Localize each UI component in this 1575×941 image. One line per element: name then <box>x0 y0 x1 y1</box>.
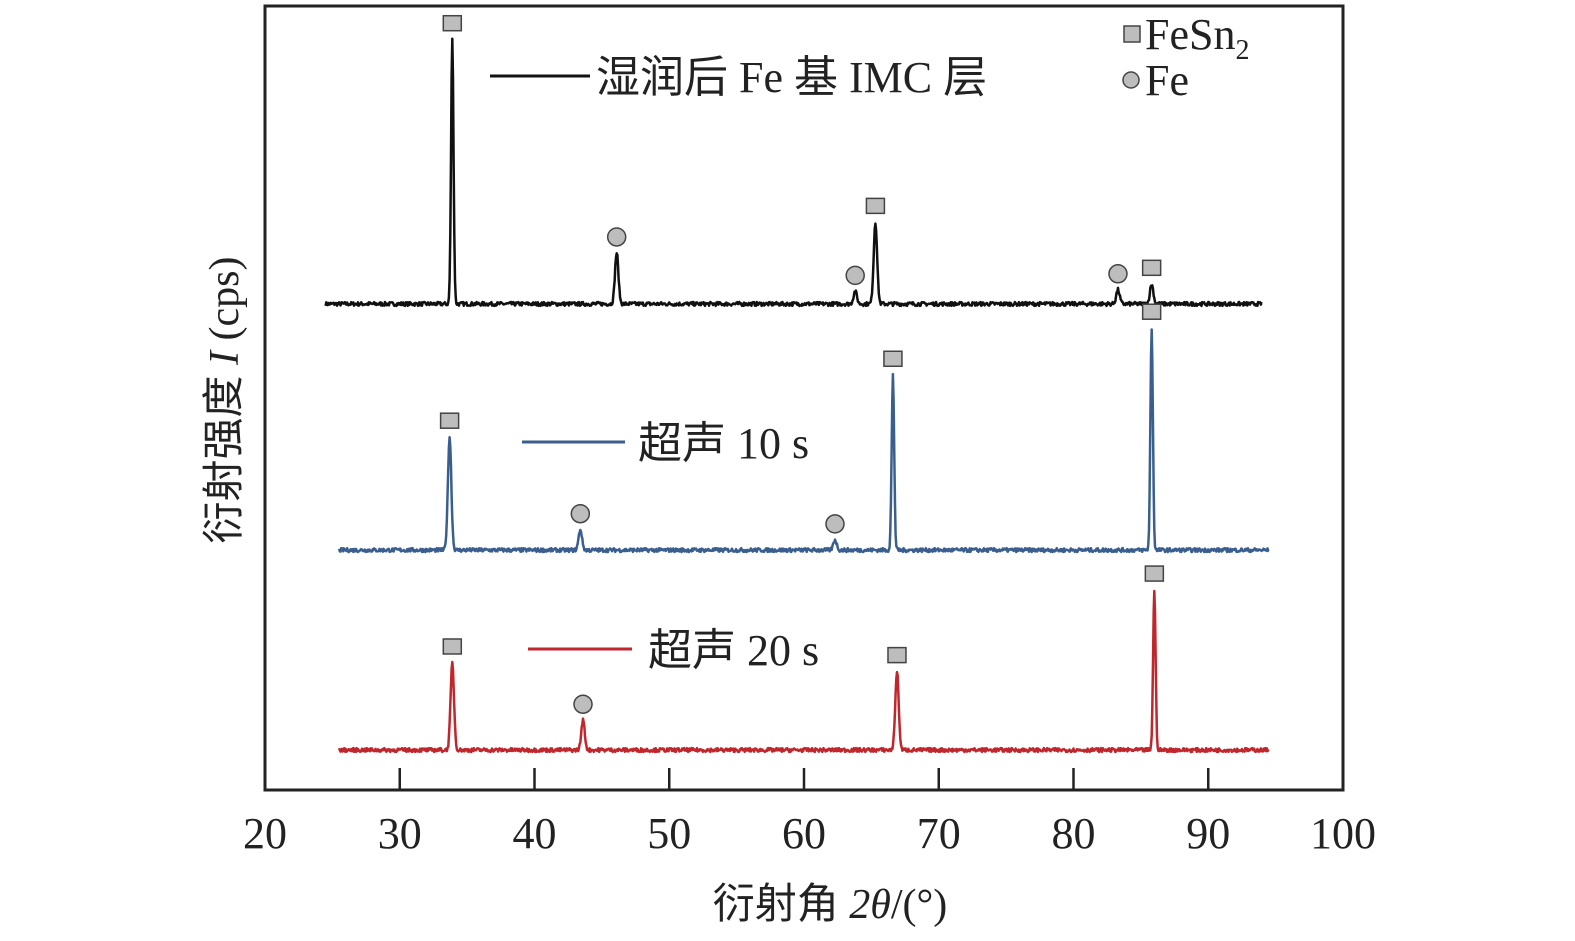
x-tick-label: 50 <box>647 809 691 858</box>
fesn2-marker <box>1141 303 1162 320</box>
x-tick-label: 30 <box>378 809 422 858</box>
fesn2-marker <box>883 350 903 368</box>
x-tick-label: 90 <box>1186 809 1230 858</box>
x-tick-label: 100 <box>1310 809 1376 858</box>
phase-name: FeSn <box>1145 10 1235 59</box>
fesn2-marker <box>442 14 463 32</box>
x-tick-label: 60 <box>782 809 826 858</box>
x-tick-label: 80 <box>1052 809 1096 858</box>
fesn2-marker <box>1144 565 1165 582</box>
fesn2-marker <box>887 646 907 664</box>
fesn2-marker <box>442 638 463 655</box>
phase-subscript: 2 <box>1235 35 1249 66</box>
fe-marker <box>825 514 845 534</box>
fesn2-marker <box>865 197 886 215</box>
legend-label-2: 超声 20 s <box>648 626 819 675</box>
legend-label-0: 湿润后 Fe 基 IMC 层 <box>596 53 987 102</box>
phase-name: Fe <box>1145 56 1189 105</box>
phase-legend-label: FeSn2 <box>1145 10 1249 66</box>
fe-marker <box>1108 264 1128 284</box>
series-line-0 <box>324 37 1263 308</box>
legend-square-icon <box>1123 25 1141 43</box>
x-tick-label: 40 <box>513 809 557 858</box>
fe-marker <box>845 265 865 286</box>
phase-legend-label: Fe <box>1145 56 1189 105</box>
y-axis-title: 衍射强度 I (cps) <box>202 257 248 544</box>
fe-marker <box>570 503 591 524</box>
series-line-1 <box>337 328 1270 554</box>
fe-marker <box>606 227 627 247</box>
fesn2-marker <box>439 412 460 429</box>
x-tick-label: 70 <box>917 809 961 858</box>
legend-label-1: 超声 10 s <box>638 419 809 468</box>
fesn2-marker <box>1141 259 1162 277</box>
series-line-2 <box>337 589 1270 754</box>
x-tick-label: 20 <box>243 809 287 858</box>
fe-marker <box>573 694 593 714</box>
legend-circle-icon <box>1122 71 1140 89</box>
x-axis-title: 衍射角 2θ/(°) <box>713 882 948 928</box>
